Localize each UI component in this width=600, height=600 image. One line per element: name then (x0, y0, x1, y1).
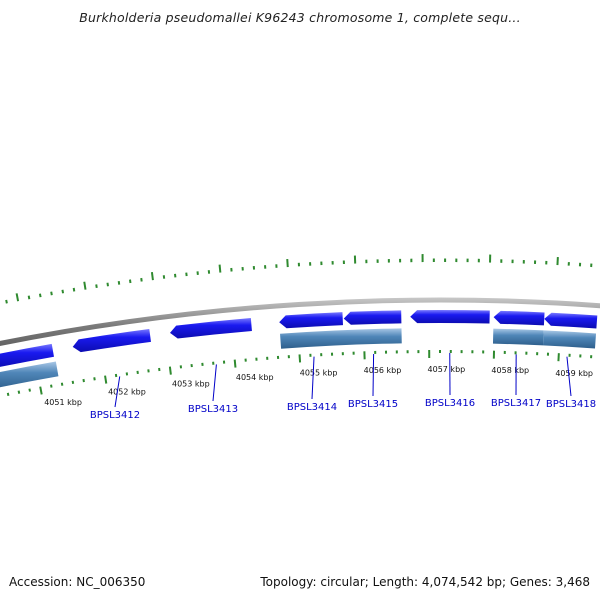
cds-band[interactable] (0, 361, 59, 389)
gene-label[interactable]: BPSL3415 (348, 399, 398, 410)
scale-label: 4051 kbp (44, 398, 82, 407)
gene-leader-line (311, 356, 315, 400)
gene-leader-line (114, 376, 121, 408)
gene-arrow[interactable] (544, 312, 598, 329)
map-title: Burkholderia pseudomallei K96243 chromos… (79, 10, 521, 25)
gene-arrow[interactable] (169, 318, 252, 339)
scale-label: 4055 kbp (300, 368, 338, 377)
gene-label[interactable]: BPSL3414 (287, 402, 337, 413)
gene-label[interactable]: BPSL3417 (491, 398, 541, 409)
scale-tick-mark (104, 375, 108, 384)
scale-tick-mark (17, 390, 21, 394)
gene-arrow[interactable] (0, 343, 54, 369)
outer-tick-mark (106, 282, 109, 287)
scale-label: 4052 kbp (108, 388, 146, 397)
gene-arrow[interactable] (493, 310, 545, 326)
backbone-arc (0, 297, 600, 347)
scale-tick-track (6, 350, 593, 397)
cds-track (0, 328, 597, 389)
outer-tick-track (5, 254, 593, 304)
scale-labels: 4051 kbp 4052 kbp 4053 kbp 4054 kbp 4055 kbp… (44, 365, 593, 407)
scale-tick-mark (233, 359, 237, 368)
gene-arrow[interactable] (410, 309, 490, 324)
gene-arrow[interactable] (343, 310, 402, 325)
scale-label: 4059 kbp (555, 369, 593, 378)
outer-tick-mark (5, 299, 8, 304)
cds-band[interactable] (542, 330, 597, 349)
gene-leader-line (566, 356, 572, 397)
scale-tick-mark (6, 392, 10, 397)
gene-label[interactable]: BPSL3412 (90, 410, 140, 421)
backbone-track (0, 297, 600, 347)
scale-tick-mark (71, 380, 75, 385)
gene-arrow[interactable] (279, 312, 344, 329)
scale-tick-mark (168, 366, 172, 375)
outer-tick-mark (61, 289, 65, 294)
gene-label[interactable]: BPSL3413 (188, 404, 238, 415)
outer-tick-mark (15, 293, 20, 302)
outer-tick-mark (286, 259, 289, 268)
cds-band[interactable] (280, 328, 402, 349)
scale-tick-mark (28, 388, 31, 392)
scale-label: 4053 kbp (172, 379, 210, 388)
scale-tick-mark (298, 354, 302, 363)
summary-label: Topology: circular; Length: 4,074,542 bp… (260, 575, 590, 589)
gene-leader-line (212, 364, 217, 402)
gene-arrow[interactable] (72, 328, 151, 353)
scale-label: 4058 kbp (491, 366, 529, 375)
accession-label: Accession: NC_006350 (9, 575, 146, 589)
outer-tick-mark (72, 287, 76, 292)
scale-label: 4057 kbp (428, 365, 466, 374)
outer-tick-mark (95, 284, 98, 289)
scale-label: 4056 kbp (364, 366, 402, 375)
scale-tick-mark (39, 386, 43, 395)
gene-label[interactable]: BPSL3418 (546, 399, 596, 410)
scale-tick-mark (50, 384, 53, 388)
scale-label: 4054 kbp (236, 373, 274, 382)
outer-tick-mark (83, 281, 87, 290)
gene-labels: BPSL3412 BPSL3413 BPSL3414 BPSL3415 BPSL3416… (90, 353, 596, 421)
cds-band[interactable] (492, 328, 544, 346)
gene-leader-line (372, 353, 375, 397)
outer-tick-mark (38, 293, 42, 298)
scale-tick-mark (60, 382, 64, 386)
gene-track (0, 309, 598, 369)
outer-tick-mark (218, 264, 222, 273)
outer-tick-mark (27, 295, 31, 300)
outer-tick-mark (50, 291, 53, 296)
outer-tick-mark (150, 272, 154, 281)
gene-label[interactable]: BPSL3416 (425, 398, 475, 409)
